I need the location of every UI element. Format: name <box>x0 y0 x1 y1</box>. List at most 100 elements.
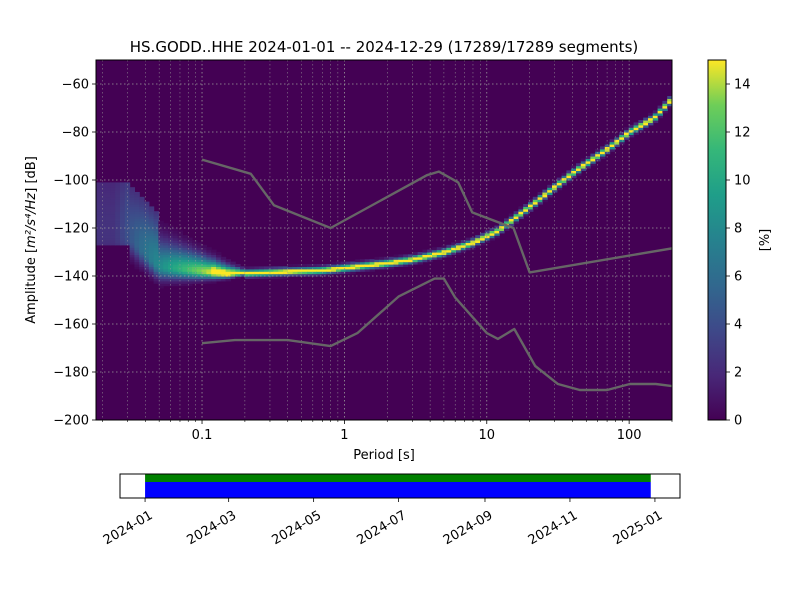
heatmap-cell <box>211 259 217 263</box>
heatmap-cell <box>144 266 150 270</box>
heatmap-cell <box>374 259 380 263</box>
heatmap-cell <box>115 206 121 210</box>
y-tick-label: −200 <box>53 414 89 429</box>
heatmap-cell <box>115 192 121 195</box>
heatmap-cell <box>528 206 534 210</box>
heatmap-cell <box>196 278 203 282</box>
heatmap-cell <box>556 187 563 191</box>
heatmap-cell <box>331 264 337 267</box>
heatmap-cell <box>427 254 433 258</box>
heatmap-cell <box>110 204 116 207</box>
heatmap-cell <box>153 235 159 239</box>
heatmap-cell <box>96 208 102 212</box>
heatmap-cell <box>216 278 222 282</box>
heatmap-cell <box>652 110 659 114</box>
heatmap-cell <box>96 216 102 219</box>
heatmap-cell <box>484 232 491 236</box>
heatmap-cell <box>163 278 169 282</box>
heatmap-cell <box>144 235 150 239</box>
colorbar-tick-label: 4 <box>734 318 742 333</box>
heatmap-cell <box>571 168 577 171</box>
heatmap-cell <box>307 266 313 270</box>
heatmap-cell <box>283 273 289 277</box>
heatmap-cell <box>153 213 159 217</box>
heatmap-cell <box>120 208 126 212</box>
heatmap-cell <box>134 194 140 198</box>
heatmap-cell <box>105 235 111 239</box>
heatmap-cell <box>211 252 217 255</box>
colorbar-tick-label: 8 <box>734 222 742 237</box>
plot-grid <box>96 60 672 420</box>
heatmap-cell <box>628 132 635 135</box>
colorbar-tick-label: 12 <box>734 126 751 141</box>
heatmap-cell <box>139 247 145 251</box>
heatmap-cell <box>105 213 111 217</box>
heatmap-cell <box>139 256 145 260</box>
heatmap-cell <box>201 261 207 265</box>
heatmap-cell <box>499 228 505 231</box>
colorbar: 0 2 4 6 8 10 12 14 [%] <box>707 59 773 429</box>
heatmap-cell <box>590 163 596 167</box>
heatmap-cell <box>662 100 668 104</box>
heatmap-cell <box>96 211 102 215</box>
heatmap-cell <box>163 232 169 236</box>
heatmap-cell <box>336 271 342 275</box>
heatmap-cell <box>158 247 164 251</box>
heatmap-cell <box>456 252 462 255</box>
heatmap-cell <box>105 232 111 236</box>
heatmap-cell <box>172 254 179 258</box>
heatmap-cell <box>273 271 279 275</box>
heatmap-cell <box>168 280 174 284</box>
heatmap-cell <box>340 261 347 265</box>
heatmap-cell <box>187 268 193 272</box>
heatmap-cell <box>115 235 121 239</box>
heatmap-cell <box>451 242 457 246</box>
heatmap-cell <box>220 256 227 260</box>
heatmap-cell <box>124 237 131 241</box>
heatmap-cell <box>168 247 174 251</box>
heatmap-cell <box>513 216 519 219</box>
heatmap-cell <box>124 232 131 236</box>
heatmap-cell <box>110 237 116 241</box>
heatmap-cell <box>153 218 159 222</box>
heatmap-cell <box>182 276 188 279</box>
heatmap-cell <box>292 271 299 275</box>
heatmap-cell <box>283 271 289 275</box>
heatmap-cell <box>168 273 174 277</box>
heatmap-cell <box>350 264 356 267</box>
heatmap-cell <box>225 278 231 282</box>
heatmap-cell <box>110 216 116 219</box>
heatmap-cell <box>273 276 279 279</box>
heatmap-cell <box>355 264 361 267</box>
heatmap-cell <box>523 208 529 212</box>
heatmap-cell <box>163 273 169 277</box>
heatmap-cell <box>129 232 135 236</box>
heatmap-cell <box>120 240 126 243</box>
heatmap-cell <box>148 261 155 265</box>
heatmap-cell <box>643 124 649 128</box>
heatmap-cell <box>100 213 107 217</box>
heatmap-cell <box>316 266 323 270</box>
heatmap-cell <box>115 194 121 198</box>
heatmap-cell <box>441 247 447 251</box>
heatmap-cell <box>408 261 414 265</box>
heatmap-cell <box>542 199 548 203</box>
heatmap-cell <box>120 199 126 203</box>
heatmap-cell <box>667 103 672 107</box>
heatmap-cell <box>206 259 212 263</box>
heatmap-cell <box>168 283 174 287</box>
heatmap-cell <box>172 276 179 279</box>
heatmap-cell <box>144 249 150 253</box>
heatmap-cell <box>129 235 135 239</box>
heatmap-cell <box>331 266 337 270</box>
heatmap-cell <box>129 206 135 210</box>
heatmap-cell <box>100 208 107 212</box>
colorbar-tick-label: 0 <box>734 414 742 429</box>
noise-models <box>201 158 672 392</box>
heatmap-cell <box>192 261 198 265</box>
heatmap-cell <box>172 271 179 275</box>
heatmap-cell <box>182 249 188 253</box>
heatmap-cell <box>379 264 385 267</box>
heatmap-cell <box>422 259 428 263</box>
heatmap-cell <box>153 254 159 258</box>
